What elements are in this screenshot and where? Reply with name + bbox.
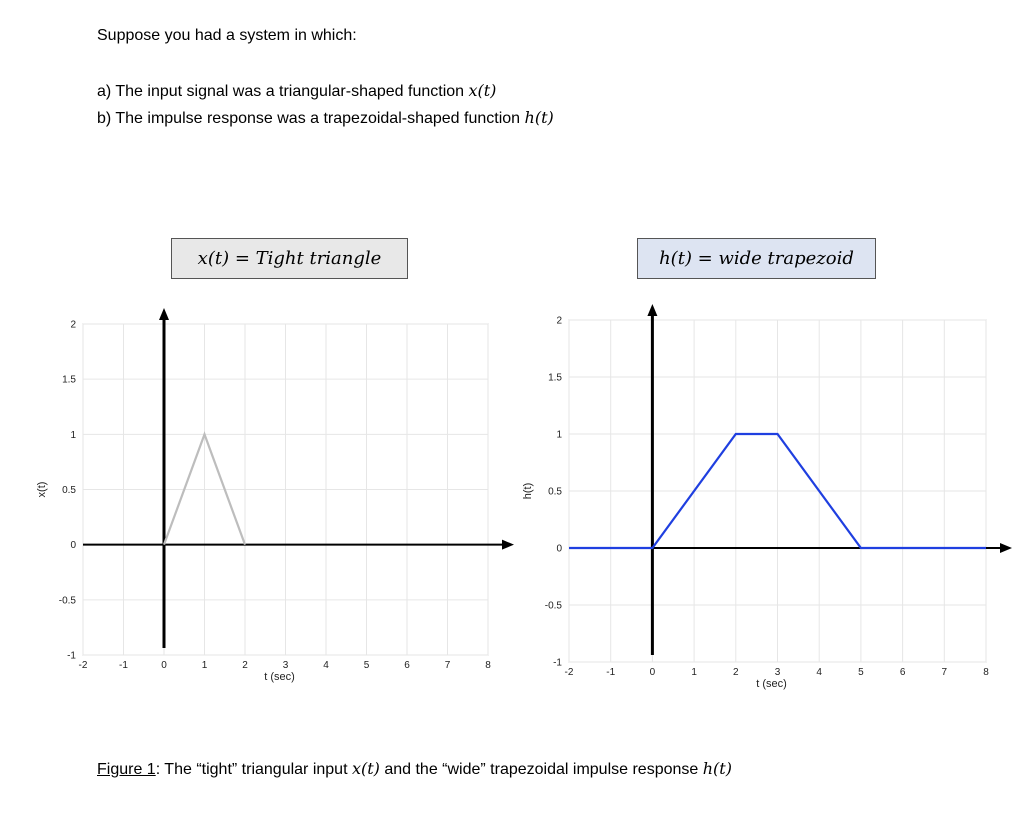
chart-x-ytick-label: 1 xyxy=(70,430,76,441)
chart-x-xtick-label: 0 xyxy=(161,660,167,671)
chart-h-xtick-label: -1 xyxy=(606,667,615,678)
figure-caption: Figure 1: The “tight” triangular input x… xyxy=(97,759,732,779)
chart-x-xlabel: t (sec) xyxy=(264,671,295,683)
chart-title-h: h(t) = wide trapezoid xyxy=(637,238,876,279)
chart-x-ytick-label: -0.5 xyxy=(59,595,77,606)
chart-x-xtick-label: 4 xyxy=(323,660,329,671)
chart-h-ytick-label: 0.5 xyxy=(548,487,562,498)
intro-item-a-math: x(t) xyxy=(468,81,497,100)
intro-line: Suppose you had a system in which: xyxy=(97,27,357,44)
chart-x-xtick-label: 2 xyxy=(242,660,248,671)
intro-item-a: a) The input signal was a triangular-sha… xyxy=(97,81,496,101)
chart-x-ytick-label: 2 xyxy=(70,320,76,331)
caption-label: Figure 1 xyxy=(97,761,156,778)
caption-math-x: x(t) xyxy=(351,759,380,778)
chart-x-series-line xyxy=(162,431,247,546)
chart-h-ytick-label: -0.5 xyxy=(545,601,563,612)
chart-h-xtick-label: 7 xyxy=(942,667,948,678)
chart-x-ytick-label: 0 xyxy=(70,540,76,551)
chart-h-t-axis-arrowhead xyxy=(1000,543,1012,553)
intro-item-b: b) The impulse response was a trapezoida… xyxy=(97,108,554,128)
chart-x-ytick-label: 0.5 xyxy=(62,485,76,496)
intro-item-b-text: b) The impulse response was a trapezoida… xyxy=(97,110,525,127)
caption-math-h: h(t) xyxy=(702,759,732,778)
intro-item-b-math: h(t) xyxy=(524,108,554,127)
chart-h-xlabel: t (sec) xyxy=(756,678,787,690)
chart-h-ytick-label: 1 xyxy=(556,430,562,441)
chart-h-xtick-label: 8 xyxy=(983,667,989,678)
intro-item-a-text: a) The input signal was a triangular-sha… xyxy=(97,83,469,100)
chart-h-xtick-label: -2 xyxy=(565,667,574,678)
chart-x-ytick-label: 1.5 xyxy=(62,375,76,386)
chart-x-xtick-label: 6 xyxy=(404,660,410,671)
chart-h-ytick-label: -1 xyxy=(553,658,562,669)
chart-h-ytick-label: 1.5 xyxy=(548,373,562,384)
caption-text-2: and the “wide” trapezoidal impulse respo… xyxy=(379,761,703,778)
chart-h-xtick-label: 3 xyxy=(775,667,781,678)
chart-x-xtick-label: 1 xyxy=(202,660,208,671)
caption-text: : The “tight” triangular input xyxy=(155,761,352,778)
chart-h-xtick-label: 0 xyxy=(650,667,656,678)
chart-h-series-line xyxy=(569,432,986,550)
chart-x-xtick-label: -1 xyxy=(119,660,128,671)
chart-x-xtick-label: -2 xyxy=(79,660,88,671)
chart-x-amplitude-axis-arrowhead xyxy=(159,308,169,320)
chart-h-amplitude-axis-arrowhead xyxy=(647,304,658,316)
chart-x-xtick-label: 5 xyxy=(364,660,370,671)
chart-x-xtick-label: 7 xyxy=(445,660,451,671)
chart-h-ytick-label: 2 xyxy=(556,316,562,327)
chart-h-xtick-label: 2 xyxy=(733,667,739,678)
chart-h-ytick-label: 0 xyxy=(556,544,562,555)
chart-x-ylabel: x(t) xyxy=(36,482,48,498)
chart-h-ylabel: h(t) xyxy=(522,483,534,500)
chart-x-t-axis-arrowhead xyxy=(502,539,514,550)
chart-h-xtick-label: 1 xyxy=(691,667,697,678)
chart-title-x: x(t) = Tight triangle xyxy=(171,238,408,279)
chart-x-xtick-label: 8 xyxy=(485,660,491,671)
chart-h-xtick-label: 4 xyxy=(816,667,822,678)
chart-h-xtick-label: 5 xyxy=(858,667,864,678)
chart-x-ytick-label: -1 xyxy=(67,651,76,662)
chart-h-xtick-label: 6 xyxy=(900,667,906,678)
chart-x-xtick-label: 3 xyxy=(283,660,289,671)
